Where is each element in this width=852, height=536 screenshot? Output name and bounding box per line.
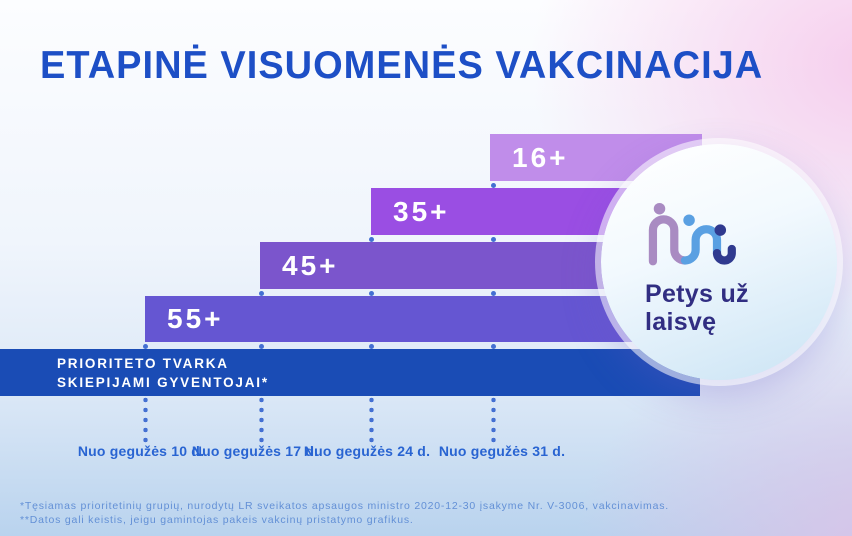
alignment-dot: [490, 182, 496, 188]
logo-line-1: Petys už: [645, 280, 749, 308]
page-title: ETAPINĖ VISUOMENĖS VAKCINACIJA: [40, 44, 764, 88]
date-label-4: Nuo gegužės 31 d.: [438, 443, 566, 459]
bar-label: 55+: [167, 303, 224, 334]
banner-line-1: PRIORITETO TVARKA: [57, 355, 229, 371]
alignment-dot: [368, 343, 374, 349]
bar-label: 16+: [512, 141, 569, 173]
alignment-dot: [368, 236, 374, 242]
alignment-dot: [490, 236, 496, 242]
footnote-line-1: *Tęsiamas prioritetinių grupių, nurodytų…: [20, 500, 669, 512]
priority-banner: PRIORITETO TVARKA SKIEPIJAMI GYVENTOJAI*: [0, 349, 700, 396]
alignment-dot: [142, 343, 148, 349]
alignment-dot: [258, 290, 264, 296]
footnotes: *Tęsiamas prioritetinių grupių, nurodytų…: [20, 499, 669, 527]
dotted-guide-column: [258, 395, 264, 445]
date-label-1: Nuo gegužės 10 d.: [77, 443, 205, 459]
banner-line-2: SKIEPIJAMI GYVENTOJAI*: [57, 374, 269, 390]
dotted-guide-column: [490, 395, 496, 445]
alignment-dot: [258, 343, 264, 349]
alignment-dot: [490, 290, 496, 296]
bar-label: 35+: [393, 195, 450, 227]
footnote-line-2: **Datos gali keistis, jeigu gamintojas p…: [20, 514, 414, 526]
bar-label: 45+: [282, 249, 339, 281]
date-label-3: Nuo gegužės 24 d.: [303, 443, 431, 459]
logo-line-2: laisvę: [645, 308, 717, 336]
three-people-wave-icon: [648, 202, 736, 266]
logo-wordmark: Petys už laisvę: [645, 280, 749, 336]
date-label-2: Nuo gegužės 17 d.: [191, 443, 319, 459]
dotted-guide-column: [142, 395, 148, 445]
alignment-dot: [368, 290, 374, 296]
logo-circle: Petys už laisvę: [601, 144, 837, 380]
dotted-guide-column: [368, 395, 374, 445]
alignment-dot: [490, 343, 496, 349]
